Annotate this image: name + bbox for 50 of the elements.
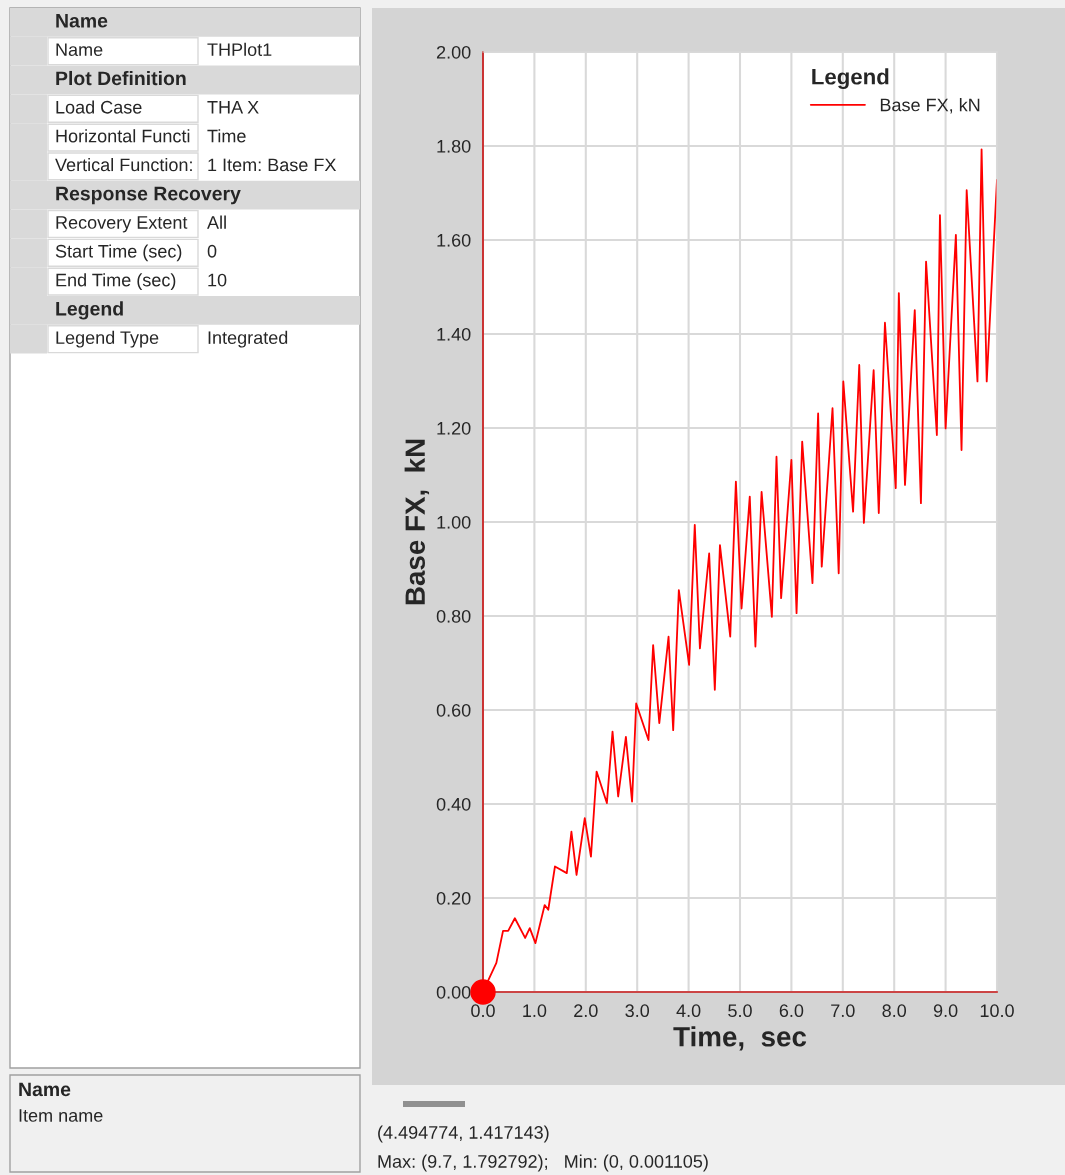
text: Load Case (56, 100, 142, 114)
x-tick-label: 3.0 (625, 1004, 650, 1018)
y-tick-label: 0.40 (436, 797, 471, 811)
text: 0 (207, 244, 217, 258)
text: Legend (56, 301, 123, 320)
y-tick-label: 1.60 (437, 233, 471, 247)
x-axis-title: Time, sec (673, 1026, 807, 1051)
x-tick-label: 2.0 (574, 1004, 598, 1018)
y-axis-title: Base FX, kN (404, 439, 430, 605)
text: Response Recovery (56, 186, 241, 205)
y-tick-label: 1.20 (437, 421, 471, 435)
y-tick-label: 1.40 (437, 327, 471, 341)
text: End Time (sec) (56, 273, 176, 291)
text: Integrated (208, 330, 288, 348)
x-tick-label: 10.0 (980, 1004, 1014, 1018)
y-tick-label: 0.20 (436, 891, 471, 905)
text: 10 (208, 273, 227, 287)
x-tick-label: 0.0 (471, 1004, 495, 1018)
text: Name (19, 1082, 71, 1097)
text: (4.494774, 1.417143) (378, 1125, 549, 1143)
text: All (207, 215, 226, 229)
y-tick-label: 0.80 (436, 609, 471, 623)
text: Start Time (sec) (55, 244, 182, 262)
text: Item name (19, 1109, 103, 1122)
x-tick-label: 7.0 (831, 1004, 855, 1018)
x-tick-label: 4.0 (676, 1004, 701, 1018)
text: Recovery Extent (56, 216, 188, 233)
text: Vertical Function: (55, 157, 192, 172)
x-tick-label: 6.0 (779, 1004, 804, 1018)
y-tick-label: 1.80 (437, 139, 471, 153)
text: Name (56, 43, 103, 57)
y-tick-label: 1.00 (437, 515, 471, 529)
text: THPlot1 (207, 42, 272, 57)
text: THA X (207, 101, 259, 114)
legend-title: Legend (812, 68, 889, 90)
text: 1 Item: Base FX (208, 158, 337, 172)
text: Time (207, 129, 246, 143)
x-tick-label: 8.0 (882, 1004, 907, 1018)
x-tick-label: 9.0 (933, 1004, 958, 1018)
legend-label: Base FX, kN (880, 98, 980, 114)
x-tick-label: 1.0 (523, 1004, 547, 1018)
y-tick-label: 0.00 (436, 985, 471, 999)
text: Max: (9.7, 1.792792); Min: (0, 0.001105) (378, 1154, 708, 1172)
text: Name (56, 14, 108, 28)
y-tick-label: 0.60 (436, 703, 471, 717)
y-tick-label: 2.00 (436, 45, 471, 59)
x-tick-label: 5.0 (728, 1004, 752, 1018)
text: Horizontal Functi (56, 129, 190, 143)
text: Plot Definition (56, 70, 186, 86)
text: Legend Type (56, 330, 159, 348)
